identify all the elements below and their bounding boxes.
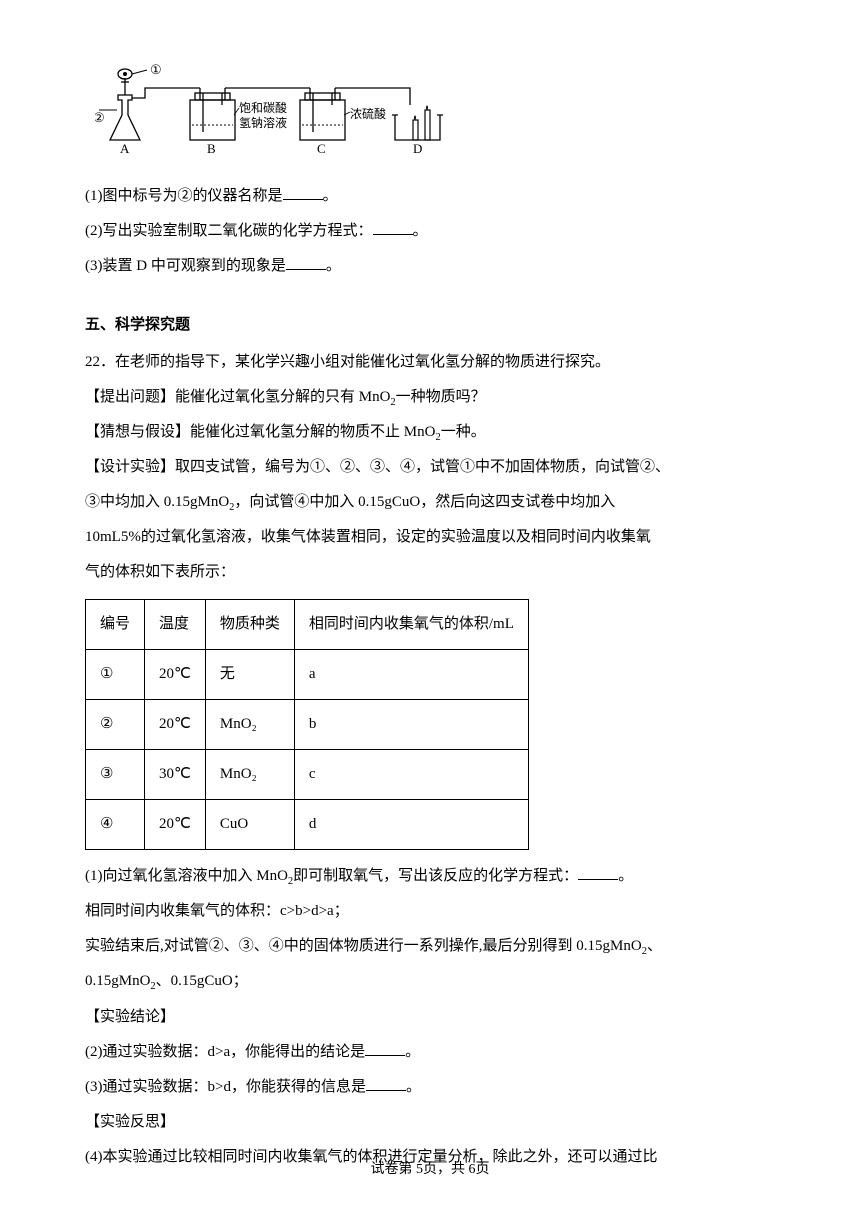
col-volume: 相同时间内收集氧气的体积/mL (294, 600, 528, 650)
table-row: ① 20℃ 无 a (86, 650, 529, 700)
table-row: ③ 30℃ MnO₂ c (86, 750, 529, 800)
q22-hypothesis: 【猜想与假设】能催化过氧化氢分解的物质不止 MnO2一种。 (85, 416, 775, 449)
q22-design3: 10mL5%的过氧化氢溶液，收集气体装置相同，设定的实验温度以及相同时间内收集氧 (85, 521, 775, 554)
q22-after2: 相同时间内收集氧气的体积：c>b>d>a； (85, 895, 775, 928)
diagram-label-a: A (120, 141, 130, 155)
q22-pose-question: 【提出问题】能催化过氧化氢分解的只有 MnO2一种物质吗？ (85, 381, 775, 414)
q22-intro: 22．在老师的指导下，某化学兴趣小组对能催化过氧化氢分解的物质进行探究。 (85, 346, 775, 379)
q22-design1: 【设计实验】取四支试管，编号为①、②、③、④，试管①中不加固体物质，向试管②、 (85, 451, 775, 484)
q22-after4: 0.15gMnO2、0.15gCuO； (85, 965, 775, 998)
q22-after3: 实验结束后,对试管②、③、④中的固体物质进行一系列操作,最后分别得到 0.15g… (85, 930, 775, 963)
col-id: 编号 (86, 600, 145, 650)
apparatus-diagram: ① ② A B 饱和碳酸 氢钠溶液 C 浓硫酸 (95, 60, 775, 168)
q22-item3: (3)通过实验数据：b>d，你能获得的信息是。 (85, 1071, 775, 1104)
q22-item2: (2)通过实验数据：d>a，你能得出的结论是。 (85, 1036, 775, 1069)
diagram-label-b: B (207, 141, 216, 155)
bottleB-text2: 氢钠溶液 (239, 115, 287, 130)
section5-header: 五、科学探究题 (85, 309, 775, 342)
q21-item2: (2)写出实验室制取二氧化碳的化学方程式：。 (85, 215, 775, 248)
q21-item1: (1)图中标号为②的仪器名称是。 (85, 180, 775, 213)
q22-reflection-header: 【实验反思】 (85, 1106, 775, 1139)
page-footer: 试卷第 5页，共 6页 (0, 1155, 860, 1186)
experiment-table: 编号 温度 物质种类 相同时间内收集氧气的体积/mL ① 20℃ 无 a ② 2… (85, 599, 529, 850)
table-row: ④ 20℃ CuO d (86, 800, 529, 850)
col-temp: 温度 (145, 600, 206, 650)
table-row: ② 20℃ MnO₂ b (86, 700, 529, 750)
diagram-label-c: C (317, 141, 326, 155)
col-substance: 物质种类 (205, 600, 294, 650)
table-header-row: 编号 温度 物质种类 相同时间内收集氧气的体积/mL (86, 600, 529, 650)
diagram-label-d: D (413, 141, 422, 155)
q22-design2: ③中均加入 0.15gMnO2，向试管④中加入 0.15gCuO，然后向这四支试… (85, 486, 775, 519)
diagram-circle2: ② (95, 110, 105, 125)
diagram-circle1: ① (150, 62, 162, 77)
q22-conclusion-header: 【实验结论】 (85, 1001, 775, 1034)
q22-design4: 气的体积如下表所示： (85, 556, 775, 589)
bottleC-text: 浓硫酸 (350, 106, 386, 121)
q21-item3: (3)装置 D 中可观察到的现象是。 (85, 250, 775, 283)
bottleB-text1: 饱和碳酸 (239, 100, 287, 115)
q22-after1: (1)向过氧化氢溶液中加入 MnO2即可制取氧气，写出该反应的化学方程式：。 (85, 860, 775, 893)
